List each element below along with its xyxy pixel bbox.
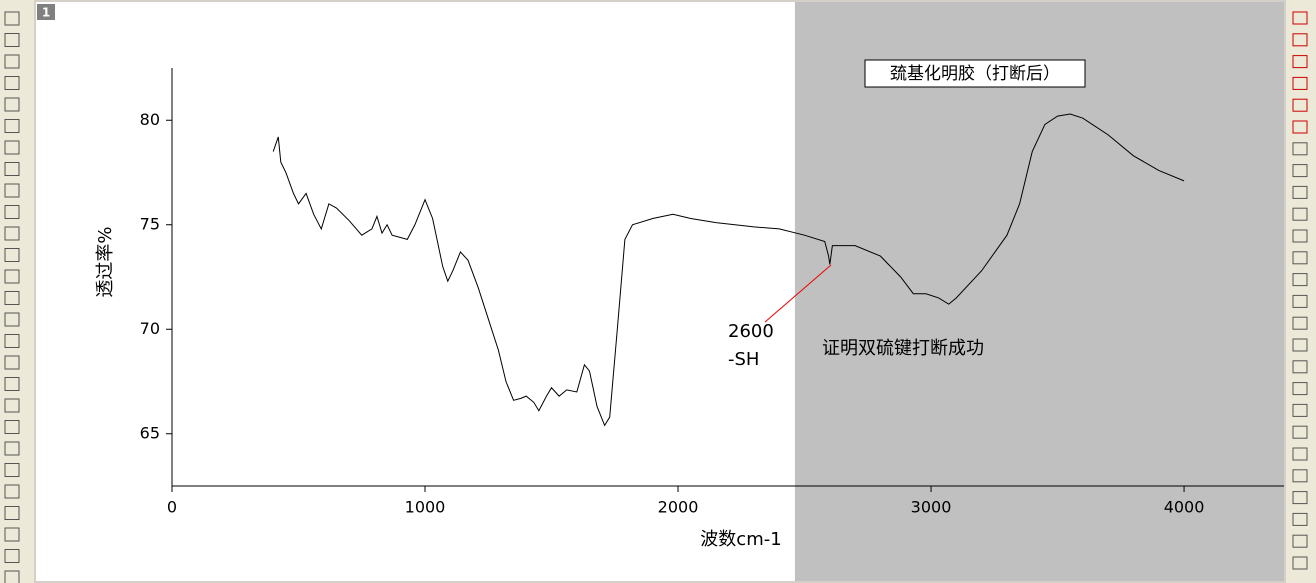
y-tick-label: 80 <box>140 110 160 129</box>
annotation: 2600 <box>728 321 774 342</box>
tool-button[interactable] <box>1292 294 1308 308</box>
x-tick-label: 4000 <box>1164 498 1205 517</box>
annotation: 证明双硫键打断成功 <box>822 338 984 359</box>
tool-button[interactable] <box>1292 273 1308 287</box>
tool-button[interactable] <box>1292 164 1308 178</box>
tool-button[interactable] <box>4 527 20 542</box>
right-toolbar <box>1286 0 1316 583</box>
tool-button[interactable] <box>1292 55 1308 69</box>
tool-button[interactable] <box>1292 33 1308 47</box>
tool-button[interactable] <box>4 377 20 391</box>
tool-button[interactable] <box>4 484 20 499</box>
tool-button[interactable] <box>4 97 20 112</box>
window-number: 1 <box>42 6 50 20</box>
tool-button[interactable] <box>1292 120 1308 134</box>
tool-button[interactable] <box>4 420 20 434</box>
tool-button[interactable] <box>1292 534 1308 548</box>
tool-button[interactable] <box>1292 403 1308 417</box>
tool-button[interactable] <box>1292 316 1308 330</box>
left-toolbar <box>0 0 34 583</box>
tool-button[interactable] <box>4 549 20 563</box>
tool-button[interactable] <box>1292 360 1308 374</box>
tool-button[interactable] <box>4 570 20 583</box>
tool-button[interactable] <box>4 506 20 520</box>
tool-button[interactable] <box>1292 98 1308 112</box>
y-tick-label: 70 <box>140 319 160 338</box>
tool-button[interactable] <box>1292 207 1308 221</box>
tool-button[interactable] <box>4 140 20 155</box>
tool-button[interactable] <box>4 248 20 262</box>
tool-button[interactable] <box>4 441 20 456</box>
tool-button[interactable] <box>4 119 20 133</box>
x-tick-label: 3000 <box>911 498 952 517</box>
tool-button[interactable] <box>1292 425 1308 439</box>
tool-button[interactable] <box>1292 185 1308 199</box>
x-tick-label: 0 <box>167 498 177 517</box>
x-tick-label: 2000 <box>658 498 699 517</box>
y-axis-label: 透过率% <box>95 226 116 297</box>
annotation-arrow <box>764 264 832 323</box>
x-tick-label: 1000 <box>405 498 446 517</box>
tool-button[interactable] <box>4 291 20 305</box>
tool-button[interactable] <box>4 54 20 69</box>
spectrum-line <box>272 113 1185 427</box>
title-box <box>864 59 1086 88</box>
annotation: -SH <box>728 349 759 370</box>
tool-button[interactable] <box>4 269 20 284</box>
tool-button[interactable] <box>4 162 20 176</box>
tool-button[interactable] <box>4 11 20 26</box>
tool-button[interactable] <box>4 183 20 198</box>
tool-button[interactable] <box>1292 338 1308 352</box>
tool-button[interactable] <box>1292 491 1308 505</box>
tool-button[interactable] <box>4 355 20 370</box>
x-axis-label: 波数cm-1 <box>700 529 781 550</box>
toolbar-bg <box>1286 0 1316 583</box>
tool-button[interactable] <box>1292 469 1308 483</box>
tool-button[interactable] <box>1292 142 1308 156</box>
tool-button[interactable] <box>1292 556 1308 570</box>
shaded-region <box>794 2 1284 581</box>
tool-button[interactable] <box>4 226 20 241</box>
tool-button[interactable] <box>4 312 20 327</box>
chart-title: 巯基化明胶（打断后） <box>890 64 1060 84</box>
tool-button[interactable] <box>4 33 20 47</box>
tool-button[interactable] <box>1292 76 1308 90</box>
tool-button[interactable] <box>4 205 20 219</box>
tool-button[interactable] <box>1292 11 1308 25</box>
tool-button[interactable] <box>4 334 20 348</box>
tool-button[interactable] <box>4 76 20 90</box>
tool-button[interactable] <box>1292 512 1308 526</box>
window-tab[interactable] <box>37 4 55 20</box>
tool-button[interactable] <box>1292 229 1308 243</box>
y-tick-label: 65 <box>140 423 160 442</box>
tool-button[interactable] <box>4 398 20 413</box>
tool-button[interactable] <box>1292 251 1308 265</box>
y-tick-label: 75 <box>140 214 160 233</box>
tool-button[interactable] <box>1292 447 1308 461</box>
tool-button[interactable] <box>4 463 20 477</box>
tool-button[interactable] <box>1292 382 1308 396</box>
